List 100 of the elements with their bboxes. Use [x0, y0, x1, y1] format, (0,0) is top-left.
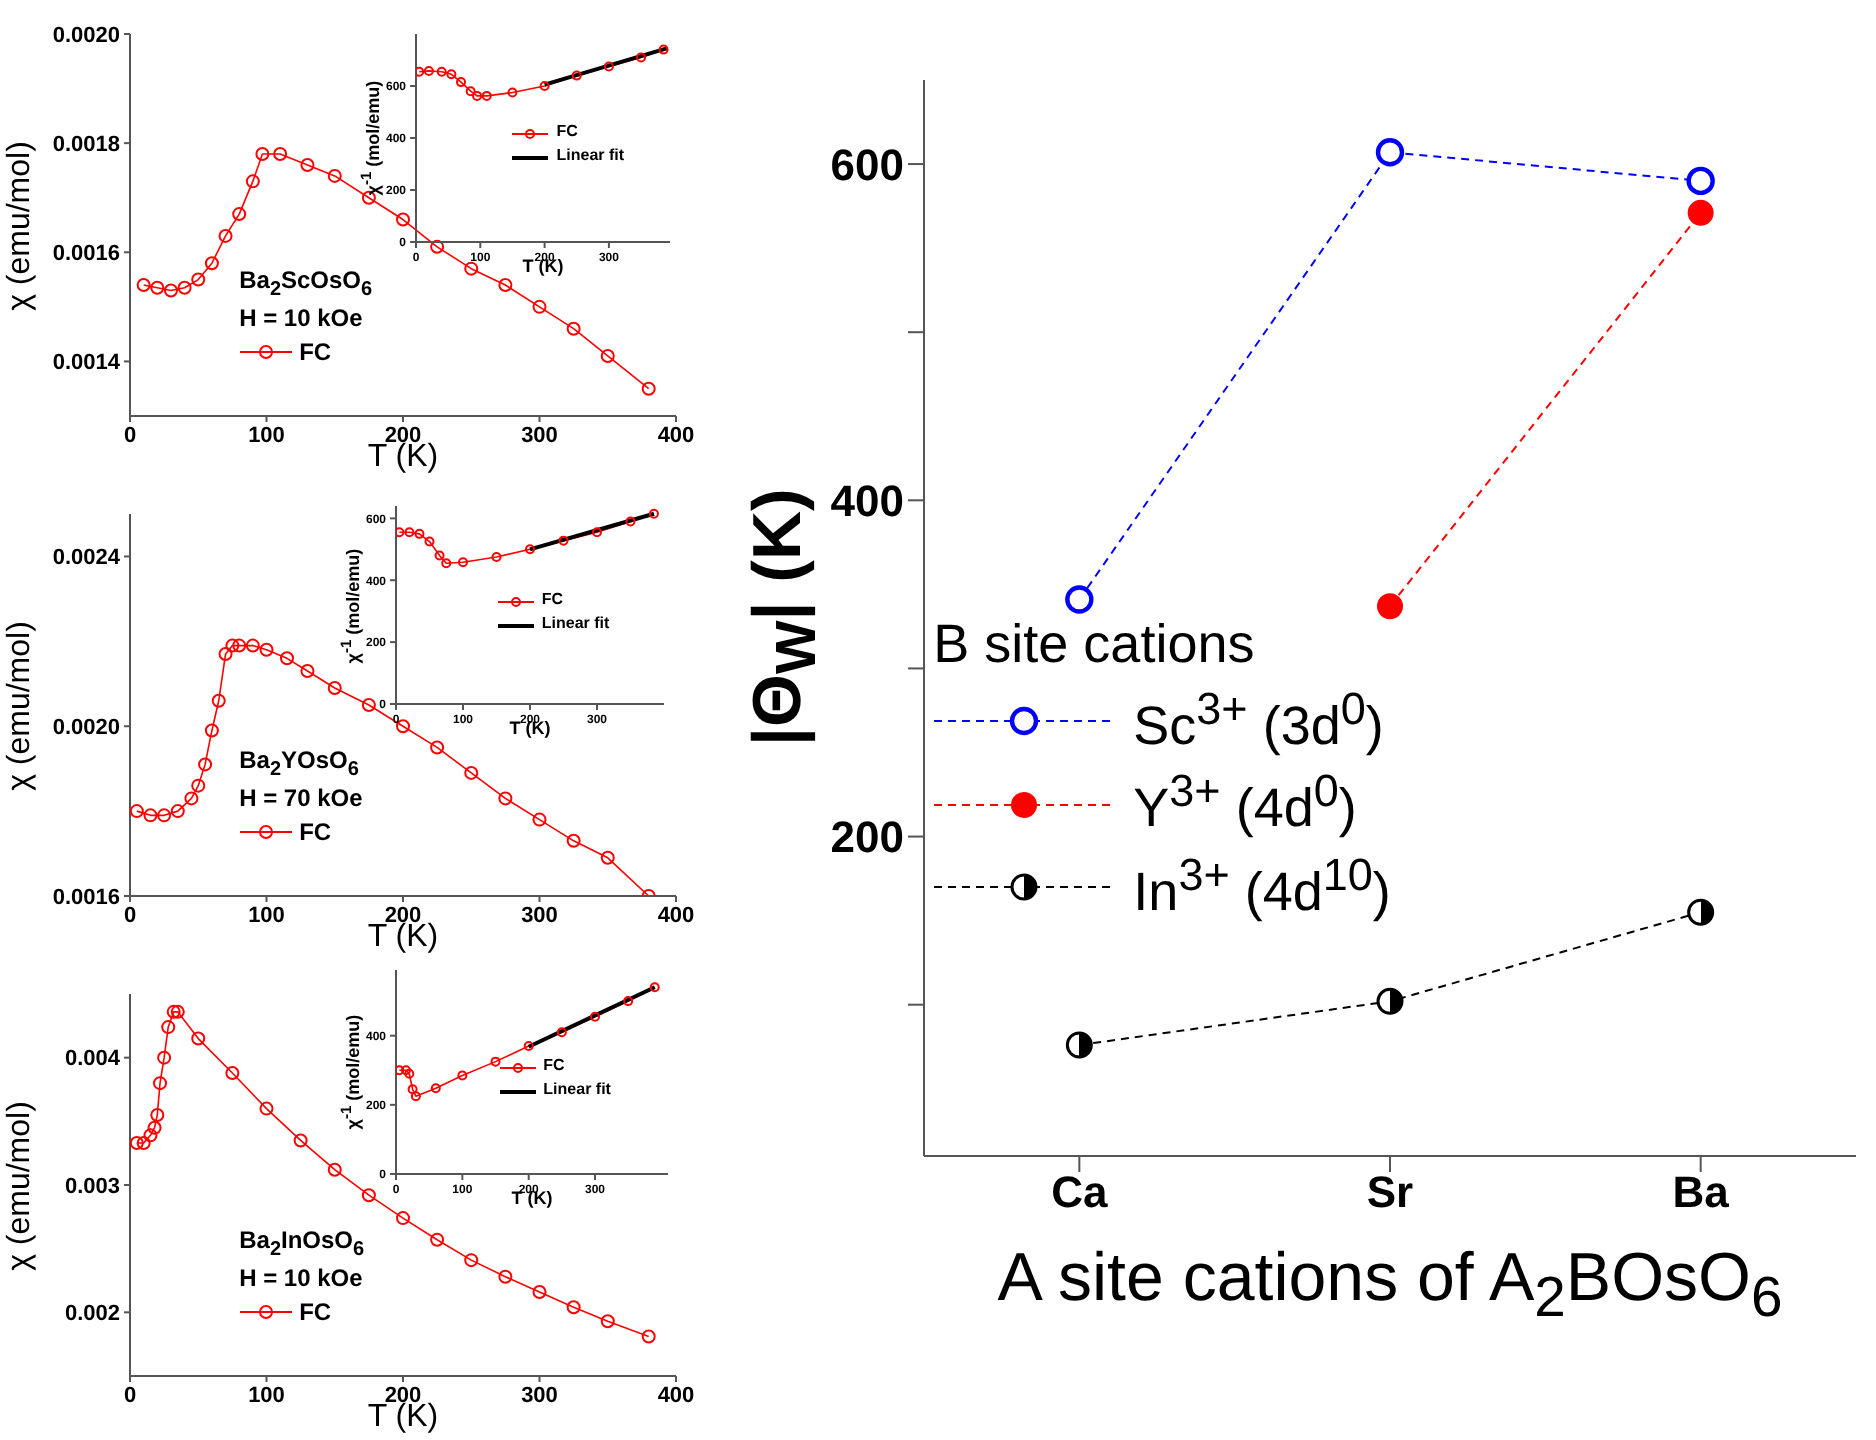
point — [507, 87, 518, 98]
point — [603, 61, 614, 72]
point — [465, 86, 476, 97]
point — [592, 527, 602, 538]
y-axis-title: χ (emu/mol) — [2, 140, 37, 310]
point — [464, 261, 479, 276]
point — [184, 791, 199, 806]
point — [457, 1070, 468, 1081]
point — [1065, 1031, 1093, 1059]
y-tick-label: 600 — [830, 139, 904, 190]
point — [232, 638, 247, 653]
point — [218, 647, 233, 662]
point — [556, 1027, 567, 1038]
point — [198, 757, 213, 772]
legend-label: FC — [556, 122, 578, 145]
point — [1687, 199, 1714, 226]
y-tick-label: 0.0020 — [52, 716, 120, 741]
point — [225, 638, 240, 653]
point — [456, 77, 467, 88]
point — [523, 1041, 534, 1052]
point — [218, 228, 233, 243]
point — [498, 1269, 513, 1284]
point — [255, 147, 270, 162]
point — [327, 681, 342, 696]
point — [147, 1120, 162, 1135]
point — [136, 1135, 151, 1150]
point — [404, 1068, 415, 1079]
point — [259, 1101, 274, 1116]
legend-label: Linear fit — [543, 1080, 611, 1103]
x-tick-label: 300 — [521, 423, 558, 448]
x-tick-label: 100 — [248, 903, 285, 928]
point — [472, 90, 483, 101]
legend-label: FC — [541, 590, 564, 612]
point — [649, 982, 660, 993]
point — [410, 1091, 421, 1102]
y-tick-label: 0.0024 — [52, 546, 122, 571]
x-tick-label: 100 — [248, 423, 285, 448]
point — [293, 1133, 308, 1148]
point — [361, 698, 376, 712]
point — [136, 278, 151, 293]
point — [191, 272, 206, 287]
legend-label: Linear fit — [556, 146, 625, 169]
x-tick-label: 300 — [521, 1383, 558, 1408]
point — [625, 516, 636, 527]
x-tick-label: Ca — [1051, 1167, 1109, 1218]
point — [177, 280, 192, 295]
point — [436, 66, 447, 77]
legend-label: FC — [299, 1295, 332, 1328]
point — [1377, 593, 1403, 620]
y-tick-label: 0.0014 — [52, 351, 122, 376]
point — [441, 558, 452, 569]
point — [430, 1083, 441, 1094]
point — [232, 207, 247, 222]
point — [211, 693, 226, 708]
point — [327, 168, 342, 183]
legend-label: FC — [299, 815, 332, 848]
point — [153, 1076, 168, 1091]
point — [404, 527, 415, 538]
x-axis-title: T (K) — [367, 440, 439, 474]
point — [636, 52, 647, 63]
x-tick-label: 300 — [521, 903, 558, 928]
point — [396, 719, 410, 734]
point — [414, 528, 425, 539]
point — [259, 642, 274, 657]
y-tick-label: 0.004 — [64, 1047, 122, 1072]
y-tick-label: 200 — [830, 812, 904, 863]
point — [170, 1004, 185, 1019]
point — [396, 1211, 410, 1226]
point — [1375, 138, 1405, 167]
point — [423, 65, 434, 76]
point — [566, 321, 581, 336]
point — [600, 348, 615, 363]
point — [600, 1314, 615, 1329]
point — [361, 1188, 376, 1203]
point — [558, 535, 569, 546]
x-axis-title: T (K) — [367, 920, 439, 954]
y-tick-label: 0.0020 — [52, 23, 120, 48]
point — [245, 174, 260, 189]
point — [161, 1020, 176, 1035]
point — [143, 808, 158, 823]
x-axis-title: A site cations of A$_{2}$BOsO$_{6}$ — [995, 1240, 1785, 1330]
annotation: H = 10 kOe — [239, 302, 365, 336]
legend-title: B site cations — [933, 611, 1257, 678]
x-tick-label: 100 — [248, 1383, 285, 1408]
point — [430, 239, 445, 254]
x-axis-title: T (K) — [367, 1400, 439, 1434]
x-tick-label: Sr — [1366, 1167, 1415, 1218]
y-axis-title: χ (emu/mol) — [2, 620, 37, 790]
y-tick-label: 0.0016 — [52, 242, 120, 267]
point — [539, 81, 550, 91]
point — [532, 812, 547, 827]
point — [245, 638, 260, 653]
point — [430, 1232, 445, 1247]
point — [641, 1329, 656, 1344]
point — [498, 791, 513, 806]
x-tick-label: 400 — [657, 1383, 695, 1408]
y-tick-label: 400 — [830, 475, 904, 526]
point — [532, 1284, 547, 1299]
x-tick-label: 400 — [657, 423, 695, 448]
point — [204, 723, 219, 738]
